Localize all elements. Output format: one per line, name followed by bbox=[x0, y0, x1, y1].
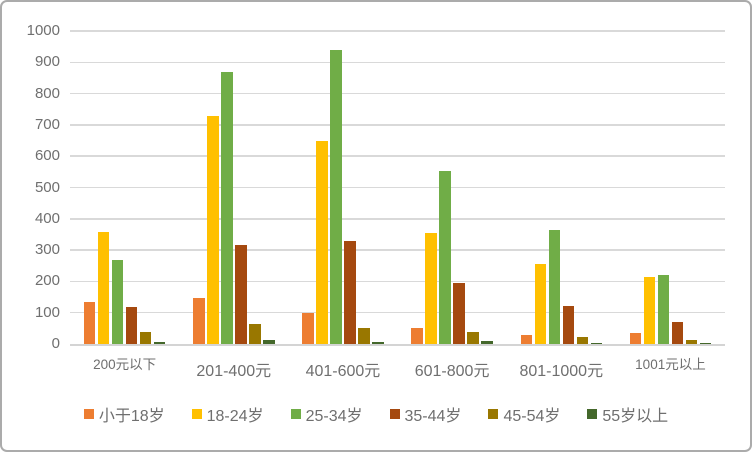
bar-小于18岁-401-600元 bbox=[302, 312, 314, 344]
legend-item-25-34岁: 25-34岁 bbox=[290, 402, 363, 426]
gridline-100 bbox=[70, 311, 725, 314]
bar-18-24岁-200元以下 bbox=[97, 232, 110, 344]
bar-35-44岁-801-1000元 bbox=[562, 306, 575, 344]
x-label-801-1000元: 801-1000元 bbox=[519, 363, 604, 380]
plot-area bbox=[70, 30, 725, 346]
x-label-201-400元: 201-400元 bbox=[196, 363, 272, 380]
bar-35-44岁-201-400元 bbox=[235, 245, 247, 344]
x-label-601-800元: 601-800元 bbox=[414, 363, 490, 380]
bar-group-200元以下 bbox=[70, 31, 179, 344]
bar-小于18岁-1001元以上 bbox=[629, 332, 642, 344]
y-tick-label-400: 400 bbox=[34, 209, 60, 227]
legend-item-35-44岁: 35-44岁 bbox=[389, 402, 462, 426]
y-tick-label-700: 700 bbox=[34, 115, 60, 133]
bar-group-1001元以上 bbox=[616, 31, 725, 344]
bar-25-34岁-401-600元 bbox=[330, 49, 342, 344]
legend-label: 35-44岁 bbox=[404, 408, 462, 425]
bar-25-34岁-601-800元 bbox=[439, 170, 451, 344]
bar-55岁以上-201-400元 bbox=[263, 340, 275, 344]
bar-18-24岁-401-600元 bbox=[316, 140, 328, 344]
x-label-200元以下: 200元以下 bbox=[93, 357, 157, 372]
x-axis-line bbox=[70, 344, 725, 346]
legend-item-45-54岁: 45-54岁 bbox=[488, 402, 560, 426]
x-label-401-600元: 401-600元 bbox=[305, 363, 381, 380]
legend-swatch-icon bbox=[290, 409, 301, 419]
gridline-700 bbox=[70, 124, 725, 126]
bar-55岁以上-601-800元 bbox=[481, 341, 493, 344]
y-tick-label-1000: 1000 bbox=[26, 22, 60, 39]
y-tick-label-500: 500 bbox=[34, 178, 60, 196]
bar-18-24岁-601-800元 bbox=[425, 232, 437, 344]
y-tick-label-0: 0 bbox=[51, 335, 60, 352]
legend-swatch-icon bbox=[488, 409, 499, 419]
bar-45-54岁-801-1000元 bbox=[576, 337, 589, 344]
y-tick-label-200: 200 bbox=[34, 272, 60, 290]
y-tick-label-800: 800 bbox=[34, 84, 60, 102]
bar-25-34岁-801-1000元 bbox=[548, 229, 561, 344]
y-tick-label-900: 900 bbox=[34, 53, 60, 71]
bar-45-54岁-401-600元 bbox=[358, 327, 370, 344]
bar-小于18岁-801-1000元 bbox=[520, 335, 533, 344]
legend-label: 25-34岁 bbox=[305, 408, 363, 425]
gridline-600 bbox=[70, 155, 725, 157]
bar-18-24岁-1001元以上 bbox=[643, 277, 656, 344]
x-label-1001元以上: 1001元以上 bbox=[635, 357, 706, 372]
bar-45-54岁-601-800元 bbox=[467, 332, 479, 344]
bar-groups bbox=[70, 31, 725, 344]
bar-group-401-600元 bbox=[288, 31, 397, 344]
x-axis-labels: 200元以下 201-400元 401-600元 601-800元 801-1000元 1… bbox=[70, 351, 725, 381]
gridline-1000 bbox=[70, 30, 725, 32]
legend-label: 45-54岁 bbox=[503, 408, 561, 425]
legend-item-小于18岁: 小于18岁 bbox=[83, 402, 165, 426]
bar-25-34岁-200元以下 bbox=[111, 259, 124, 344]
bar-55岁以上-801-1000元 bbox=[590, 343, 603, 344]
bar-55岁以上-1001元以上 bbox=[699, 343, 712, 344]
bar-group-801-1000元 bbox=[507, 31, 616, 344]
bar-45-54岁-201-400元 bbox=[249, 323, 261, 344]
bar-35-44岁-200元以下 bbox=[125, 307, 138, 344]
gridline-200 bbox=[70, 280, 725, 283]
bar-18-24岁-201-400元 bbox=[207, 116, 219, 344]
y-tick-label-600: 600 bbox=[34, 147, 60, 165]
bar-group-201-400元 bbox=[179, 31, 288, 344]
bar-45-54岁-1001元以上 bbox=[685, 339, 698, 344]
bar-55岁以上-401-600元 bbox=[372, 341, 384, 344]
bar-35-44岁-401-600元 bbox=[344, 240, 356, 344]
bar-小于18岁-601-800元 bbox=[411, 328, 423, 344]
y-tick-label-300: 300 bbox=[34, 241, 60, 259]
bar-小于18岁-201-400元 bbox=[193, 297, 205, 344]
bar-55岁以上-200元以下 bbox=[153, 341, 166, 344]
bar-25-34岁-1001元以上 bbox=[657, 274, 670, 344]
bar-25-34岁-201-400元 bbox=[221, 71, 233, 344]
bar-18-24岁-801-1000元 bbox=[534, 264, 547, 344]
legend-swatch-icon bbox=[389, 409, 400, 419]
legend-item-18-24岁: 18-24岁 bbox=[191, 402, 264, 426]
legend-label: 55岁以上 bbox=[602, 408, 669, 425]
legend-swatch-icon bbox=[587, 409, 598, 419]
gridline-800 bbox=[70, 92, 725, 95]
bar-小于18岁-200元以下 bbox=[83, 301, 96, 344]
legend-item-55岁以上: 55岁以上 bbox=[587, 402, 668, 426]
legend-swatch-icon bbox=[191, 409, 202, 419]
y-axis-labels: 0 100 200 300 400 500 600 700 800 900 1000 bbox=[2, 23, 60, 352]
gridline-900 bbox=[70, 61, 725, 64]
legend-label: 小于18岁 bbox=[98, 408, 165, 425]
legend-swatch-icon bbox=[83, 409, 94, 419]
gridline-500 bbox=[70, 186, 725, 189]
bar-35-44岁-1001元以上 bbox=[671, 321, 684, 344]
gridline-400 bbox=[70, 218, 725, 220]
bar-45-54岁-200元以下 bbox=[139, 332, 152, 344]
legend-label: 18-24岁 bbox=[206, 408, 264, 425]
bar-35-44岁-601-800元 bbox=[453, 283, 465, 344]
gridline-300 bbox=[70, 249, 725, 251]
bar-group-601-800元 bbox=[398, 31, 507, 344]
legend: 小于18岁 18-24岁 25-34岁 35-44岁 45-54岁 55岁以上 bbox=[2, 402, 750, 426]
y-tick-label-100: 100 bbox=[34, 303, 60, 321]
